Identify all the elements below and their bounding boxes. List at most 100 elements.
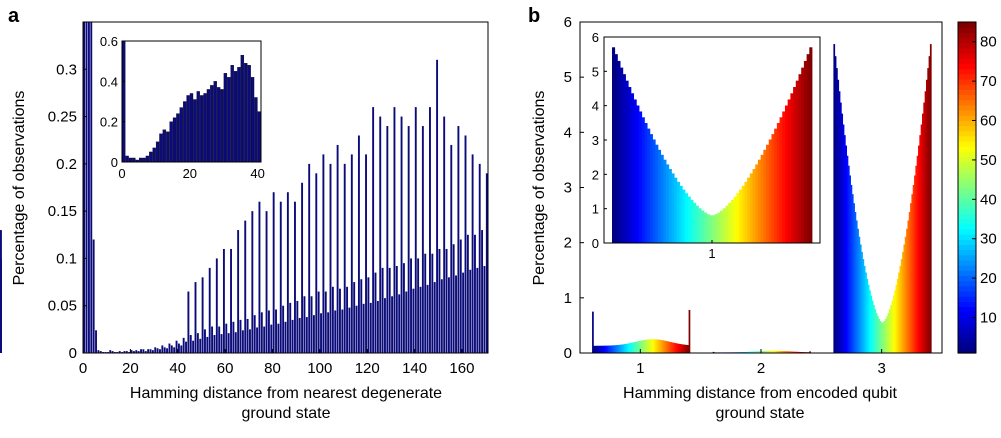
bar — [438, 248, 441, 353]
inset-bar — [183, 101, 187, 163]
bar — [639, 340, 642, 353]
inset-bar — [682, 189, 686, 243]
bar — [260, 312, 263, 353]
inset-bar — [203, 93, 207, 163]
inset-bar — [155, 141, 160, 163]
inset-y-tick-label: 6 — [592, 30, 599, 45]
inset-bar — [169, 121, 173, 163]
inset-bar — [684, 193, 689, 243]
y-tick-label: 0.15 — [48, 203, 77, 220]
bar — [433, 282, 436, 353]
bar — [173, 347, 176, 353]
colorbar-tick-label: 70 — [980, 73, 997, 90]
bar — [895, 284, 898, 353]
bar — [609, 345, 611, 353]
bar — [455, 275, 457, 353]
bar — [870, 295, 873, 353]
bar — [916, 155, 919, 353]
bar — [395, 265, 398, 353]
panel-b-x-ticks: 1 2 3 — [636, 349, 886, 377]
y-tick-label: 0 — [564, 345, 572, 362]
inset-bar — [787, 99, 791, 243]
bar — [367, 277, 370, 353]
bar — [857, 228, 859, 353]
bar — [598, 345, 601, 353]
bar — [770, 350, 773, 353]
inset-bar — [741, 185, 745, 243]
inset-bar — [760, 154, 764, 243]
bar — [680, 344, 683, 353]
bar — [840, 102, 842, 353]
bar — [592, 311, 594, 353]
bar — [421, 126, 424, 354]
inset-y-tick-label: 1 — [592, 202, 599, 217]
bar — [279, 201, 282, 353]
colorbar-cell — [958, 84, 976, 90]
bar — [887, 312, 890, 353]
inset-bar — [244, 63, 248, 163]
bar — [914, 175, 916, 353]
inset-bar — [798, 74, 802, 244]
bar — [234, 332, 237, 353]
bar — [320, 313, 322, 353]
colorbar-cell — [958, 332, 976, 339]
inset-bar — [636, 105, 640, 243]
y-tick-label: 0 — [69, 345, 77, 362]
colorbar-ticks: 10 20 30 40 50 60 70 80 — [972, 34, 997, 327]
bar — [920, 124, 923, 353]
inset-bar — [162, 129, 167, 163]
bar — [904, 236, 907, 353]
y-tick-label: 0.2 — [56, 156, 77, 173]
panel-a-x-label-line2: ground state — [242, 405, 331, 422]
inset-bar — [793, 87, 797, 244]
bar — [630, 342, 633, 353]
bar — [232, 321, 235, 353]
colorbar-cell — [958, 239, 976, 245]
bar — [132, 351, 135, 353]
inset-bar — [612, 47, 616, 243]
inset-bar — [755, 164, 759, 243]
bar — [402, 263, 405, 353]
bar — [606, 345, 609, 353]
bar — [666, 341, 668, 353]
bar — [687, 345, 689, 353]
colorbar: 10 20 30 40 50 60 70 80 — [957, 21, 997, 354]
bar — [638, 341, 641, 353]
bar — [925, 79, 928, 354]
bar — [137, 351, 140, 353]
inset-y-tick-label: 0.6 — [100, 34, 118, 49]
bar — [163, 347, 166, 353]
inset-bar — [622, 74, 626, 244]
bar — [912, 184, 915, 353]
inset-bar — [639, 111, 643, 243]
x-tick-label: 1 — [636, 360, 644, 377]
inset-bar — [647, 128, 651, 243]
bar — [629, 343, 631, 353]
inset-bar — [712, 215, 716, 243]
bar — [346, 286, 349, 353]
bar — [450, 144, 453, 353]
bar — [798, 351, 801, 353]
bar — [130, 350, 133, 353]
colorbar-cell — [958, 140, 976, 147]
inset-bar — [795, 80, 799, 243]
bar — [635, 341, 638, 353]
colorbar-cell — [958, 73, 976, 80]
x-tick-label: 140 — [402, 360, 427, 377]
bar — [166, 348, 169, 353]
bar — [644, 339, 647, 353]
colorbar-cell — [958, 249, 976, 256]
bar — [241, 330, 244, 353]
inset-bar — [687, 196, 691, 243]
bar — [908, 211, 911, 353]
bar — [267, 310, 270, 353]
bar — [192, 340, 195, 353]
y-tick-label: 2 — [564, 235, 572, 252]
bar — [756, 351, 759, 353]
colorbar-cell — [958, 311, 976, 318]
bar — [246, 318, 249, 353]
inset-bar — [655, 144, 659, 243]
bar — [445, 248, 448, 353]
bar — [353, 282, 356, 353]
bar — [847, 165, 850, 353]
